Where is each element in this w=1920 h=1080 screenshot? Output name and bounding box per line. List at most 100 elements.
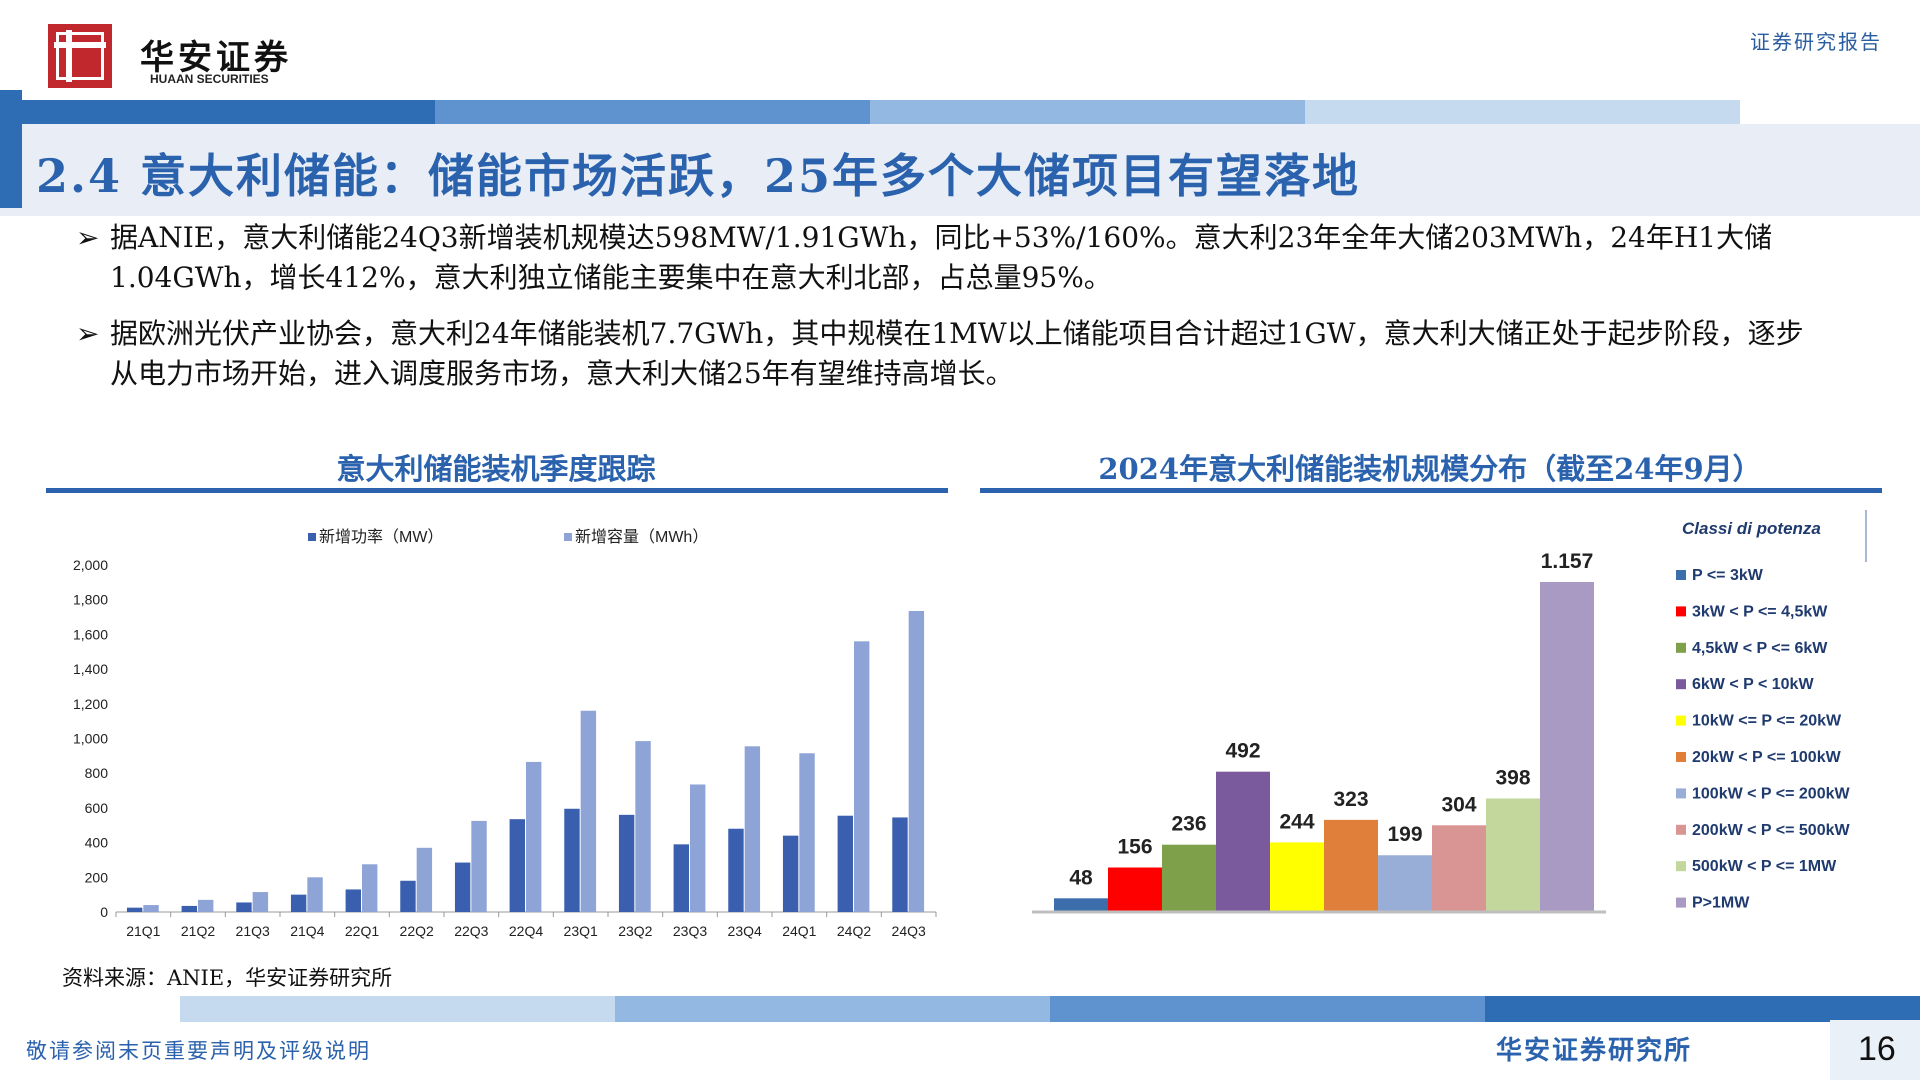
x-tick-label: 22Q2	[400, 923, 434, 939]
y-tick-label: 400	[85, 835, 109, 851]
bar-value-label: 304	[1441, 793, 1476, 816]
x-tick-label: 21Q1	[126, 923, 160, 939]
bullet-arrow-icon: ➢	[76, 221, 100, 254]
x-tick-label: 23Q3	[673, 923, 707, 939]
capacity-bar	[635, 741, 651, 912]
size-class-bar	[1378, 855, 1432, 912]
capacity-bar	[143, 905, 159, 912]
size-class-bar	[1324, 819, 1378, 912]
legend-label: P>1MW	[1692, 895, 1750, 912]
legend-swatch	[1676, 897, 1686, 908]
x-tick-label: 23Q4	[728, 923, 762, 939]
bar-value-label: 492	[1225, 740, 1260, 763]
legend-label: 10kW <= P <= 20kW	[1692, 713, 1842, 730]
logo	[48, 24, 112, 88]
capacity-bar	[744, 746, 761, 912]
legend-swatch	[308, 533, 316, 541]
legend-label: 新增容量（MWh）	[575, 528, 708, 546]
legend-swatch	[564, 533, 572, 541]
capacity-bar	[416, 847, 433, 912]
header-band-segment-4	[1305, 100, 1740, 126]
size-class-bar	[1162, 844, 1216, 912]
size-distribution-chart: Classi di potenza 48 P <= 3kW 156 3kW < P <=…	[1032, 510, 1867, 914]
footer-band-segment-1	[180, 996, 615, 1022]
power-bar	[728, 828, 744, 912]
capacity-bar	[908, 610, 925, 912]
bullet-text-2: 据欧洲光伏产业协会，意大利24年储能装机7.7GWh，其中规模在1MW以上储能项…	[110, 317, 1804, 390]
y-tick-label: 1,200	[73, 696, 108, 712]
bullet-text-1: 据ANIE，意大利储能24Q3新增装机规模达598MW/1.91GWh，同比+5…	[110, 221, 1773, 294]
footer-institute: 华安证券研究所	[1496, 1036, 1693, 1066]
title-background	[0, 124, 1920, 216]
legend-swatch	[1676, 642, 1686, 653]
y-tick-label: 0	[100, 904, 108, 920]
y-tick-label: 1,600	[73, 626, 108, 642]
legend-label: 500kW < P <= 1MW	[1692, 858, 1837, 875]
capacity-bar	[362, 864, 378, 912]
x-tick-label: 21Q4	[290, 923, 324, 939]
x-tick-label: 24Q1	[782, 923, 816, 939]
legend-label: 4,5kW < P <= 6kW	[1692, 640, 1828, 657]
size-class-bar	[1216, 771, 1270, 912]
x-tick-label: 24Q3	[892, 923, 926, 939]
x-tick-label: 21Q3	[236, 923, 270, 939]
legend-label: 20kW < P <= 100kW	[1692, 749, 1842, 766]
y-tick-label: 1,800	[73, 592, 108, 608]
power-bar	[181, 905, 197, 912]
bar-value-label: 199	[1387, 823, 1422, 846]
legend-swatch	[1676, 788, 1686, 799]
report-type-tag: 证券研究报告	[1750, 30, 1882, 54]
power-bar	[509, 819, 525, 912]
bullet-point-1: ➢ 据ANIE，意大利储能24Q3新增装机规模达598MW/1.91GWh，同比…	[76, 218, 1810, 298]
bar-value-label: 156	[1117, 836, 1152, 859]
title-accent-bar	[0, 90, 22, 208]
legend-label: 3kW < P <= 4,5kW	[1692, 603, 1828, 620]
bar-value-label: 244	[1279, 810, 1314, 833]
power-bar	[126, 907, 143, 912]
x-tick-label: 24Q2	[837, 923, 871, 939]
capacity-bar	[198, 899, 214, 912]
brand-name-en: HUAAN SECURITIES	[150, 72, 269, 86]
size-class-bar	[1432, 825, 1486, 912]
capacity-bar	[252, 892, 269, 912]
source-note: 资料来源：ANIE，华安证券研究所	[62, 966, 393, 990]
right-chart-rule	[980, 488, 1882, 493]
power-bar	[290, 894, 307, 912]
logo-bar-h	[54, 42, 106, 48]
size-class-bar	[1486, 798, 1540, 912]
logo-frame	[56, 32, 104, 80]
footer-band-segment-2	[615, 996, 1050, 1022]
header-band-segment-3	[870, 100, 1305, 126]
x-tick-label: 22Q4	[509, 923, 543, 939]
capacity-bar	[307, 877, 323, 912]
header-band-segment-1	[0, 100, 435, 126]
bar-value-label: 236	[1171, 813, 1206, 836]
bar-value-label: 48	[1069, 866, 1093, 889]
bar-value-label: 1.157	[1541, 550, 1594, 573]
size-class-bar	[1108, 867, 1162, 912]
power-bar	[892, 817, 908, 912]
size-class-bar	[1540, 582, 1594, 912]
legend-label: 新增功率（MW）	[319, 528, 443, 546]
y-tick-label: 600	[85, 800, 109, 816]
page-number: 16	[1858, 1030, 1896, 1068]
legend-label: 6kW < P < 10kW	[1692, 676, 1814, 693]
y-tick-label: 1,000	[73, 731, 108, 747]
x-tick-label: 22Q3	[454, 923, 488, 939]
power-bar	[454, 862, 471, 912]
logo-bar-v	[66, 30, 72, 82]
legend-swatch	[1676, 715, 1686, 726]
power-bar	[782, 835, 799, 912]
legend-swatch	[1676, 679, 1686, 690]
capacity-bar	[799, 753, 815, 912]
bar-value-label: 323	[1333, 788, 1368, 811]
footer-band-segment-4	[1485, 996, 1920, 1022]
legend-label: 100kW < P <= 200kW	[1692, 785, 1850, 802]
bullet-point-2: ➢ 据欧洲光伏产业协会，意大利24年储能装机7.7GWh，其中规模在1MW以上储…	[76, 314, 1810, 394]
right-chart-heading: 2024年意大利储能装机规模分布（截至24年9月）	[1098, 452, 1762, 486]
quarterly-installation-chart: 0 200 400 600 800 1,000 1,200 1,400 1,600 1,800 2,…	[73, 528, 937, 939]
power-bar	[400, 880, 416, 912]
x-tick-label: 23Q2	[618, 923, 652, 939]
y-tick-label: 200	[85, 869, 109, 885]
capacity-bar	[471, 820, 487, 912]
